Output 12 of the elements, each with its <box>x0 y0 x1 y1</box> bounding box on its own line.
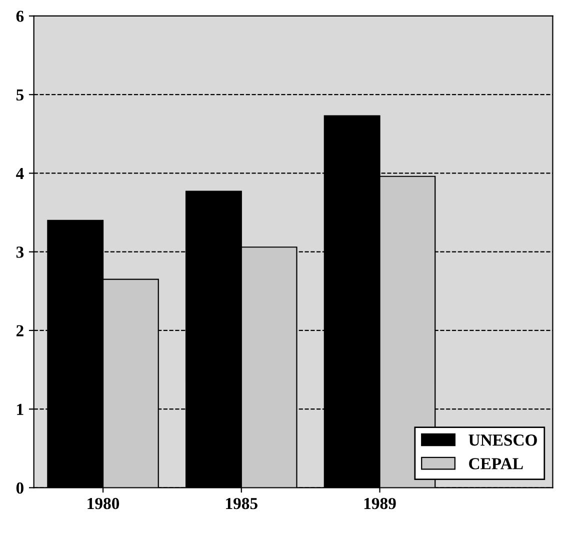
legend-label: CEPAL <box>469 458 523 470</box>
y-tick-label: 3 <box>16 246 24 258</box>
legend-label: UNESCO <box>468 434 537 446</box>
y-tick-label: 1 <box>17 404 24 415</box>
y-tick-label: 5 <box>16 89 24 101</box>
x-tick-label: 1980 <box>88 498 120 510</box>
y-tick-label: 0 <box>16 482 24 494</box>
x-tick-label: 1989 <box>364 498 396 510</box>
y-tick-label: 2 <box>16 325 24 336</box>
y-tick-label: 4 <box>16 168 24 180</box>
x-tick-label: 1985 <box>226 498 258 510</box>
y-tick-label: 6 <box>16 10 24 22</box>
